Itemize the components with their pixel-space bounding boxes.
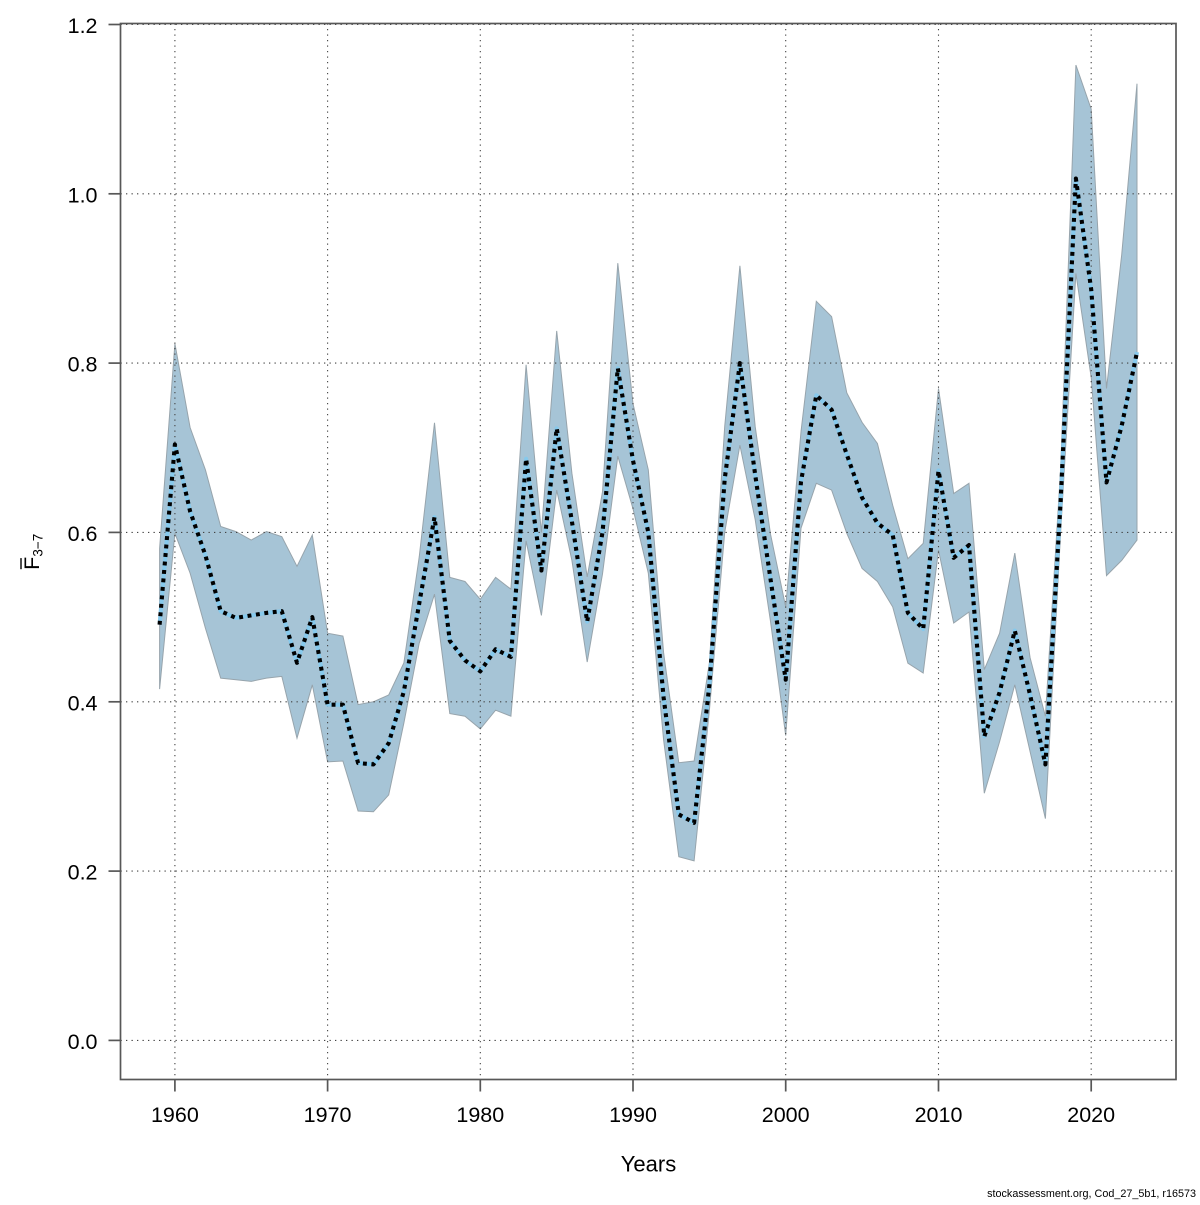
svg-text:2010: 2010 (915, 1103, 963, 1127)
svg-text:1990: 1990 (609, 1103, 657, 1127)
svg-text:2000: 2000 (762, 1103, 810, 1127)
svg-text:1980: 1980 (456, 1103, 504, 1127)
svg-text:0.8: 0.8 (68, 353, 98, 377)
svg-text:1.0: 1.0 (68, 183, 98, 207)
svg-text:0.2: 0.2 (68, 861, 98, 885)
svg-text:1960: 1960 (151, 1103, 199, 1127)
svg-text:1.2: 1.2 (68, 14, 98, 38)
svg-text:0.4: 0.4 (68, 691, 98, 715)
svg-text:2020: 2020 (1067, 1103, 1115, 1127)
svg-text:1970: 1970 (304, 1103, 352, 1127)
svg-text:Years: Years (621, 1152, 676, 1177)
svg-text:stockassessment.org, Cod_27_5b: stockassessment.org, Cod_27_5b1, r16573 (987, 1188, 1196, 1200)
svg-text:0.0: 0.0 (68, 1030, 98, 1054)
svg-text:0.6: 0.6 (68, 522, 98, 546)
